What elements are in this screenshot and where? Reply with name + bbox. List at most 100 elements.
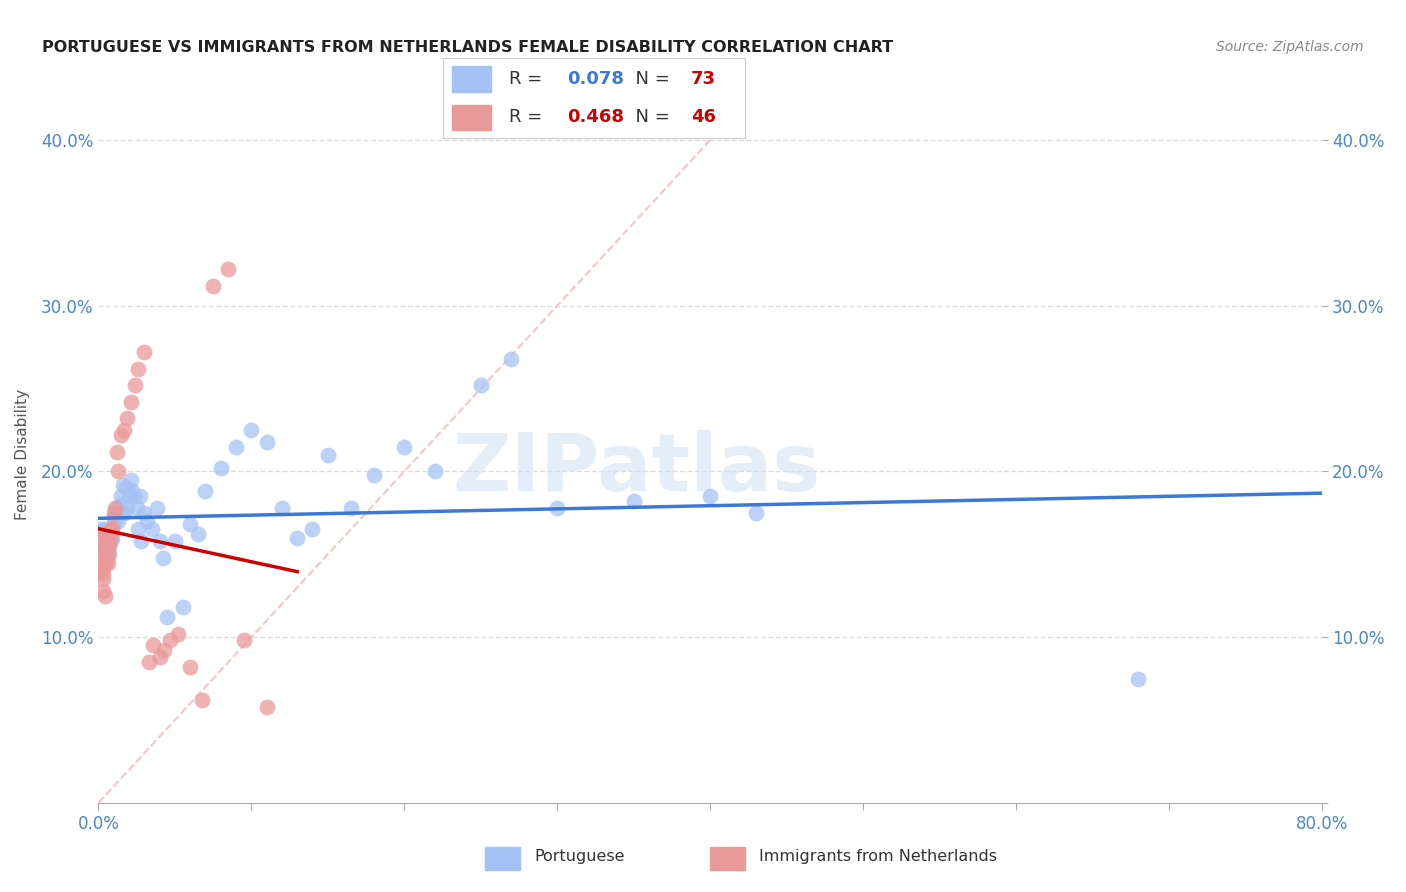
Point xyxy=(90,527,112,541)
Point xyxy=(90,556,112,570)
Point xyxy=(339,500,361,515)
Point xyxy=(91,534,114,549)
Point xyxy=(122,489,145,503)
Point xyxy=(97,527,120,541)
Point xyxy=(134,345,156,359)
Point xyxy=(105,444,128,458)
Point xyxy=(546,500,568,515)
Point xyxy=(93,527,115,541)
Text: N =: N = xyxy=(624,109,676,127)
Point xyxy=(179,660,201,674)
Point xyxy=(149,534,172,549)
Point xyxy=(115,481,138,495)
Point xyxy=(101,531,124,545)
Text: Immigrants from Netherlands: Immigrants from Netherlands xyxy=(759,849,997,863)
Text: Source: ZipAtlas.com: Source: ZipAtlas.com xyxy=(1216,40,1364,54)
Point xyxy=(316,448,339,462)
Point xyxy=(104,506,127,520)
Point xyxy=(117,411,139,425)
Point xyxy=(93,531,115,545)
Point xyxy=(225,440,247,454)
Point xyxy=(121,484,143,499)
Point xyxy=(128,489,150,503)
Point xyxy=(94,556,117,570)
Point xyxy=(156,610,179,624)
Point xyxy=(97,534,120,549)
Point xyxy=(108,498,131,512)
Text: 46: 46 xyxy=(690,109,716,127)
Point xyxy=(89,534,111,549)
Point xyxy=(91,560,114,574)
Point xyxy=(136,514,159,528)
Point xyxy=(107,514,129,528)
Point xyxy=(94,527,117,541)
Bar xyxy=(451,66,491,92)
Point xyxy=(89,531,111,545)
Point xyxy=(134,506,156,520)
Text: R =: R = xyxy=(509,70,548,87)
Point xyxy=(179,517,201,532)
Point xyxy=(142,639,165,653)
Point xyxy=(97,547,120,561)
Point xyxy=(363,467,385,482)
Point xyxy=(623,494,645,508)
Point xyxy=(100,527,122,541)
Point xyxy=(124,378,146,392)
Point xyxy=(153,643,176,657)
Point xyxy=(172,600,194,615)
Point xyxy=(145,500,167,515)
Point xyxy=(100,534,122,549)
Point xyxy=(256,699,278,714)
Point xyxy=(90,539,112,553)
Bar xyxy=(451,104,491,130)
Text: 0.078: 0.078 xyxy=(567,70,624,87)
Point xyxy=(91,583,114,598)
Point xyxy=(120,395,142,409)
Point xyxy=(93,523,115,537)
Point xyxy=(103,511,125,525)
Point xyxy=(256,434,278,449)
Point xyxy=(93,535,115,549)
Point xyxy=(98,531,121,545)
Text: ZIPatlas: ZIPatlas xyxy=(453,430,821,508)
Point xyxy=(98,534,121,549)
Point xyxy=(107,465,129,479)
Point xyxy=(111,477,134,491)
Text: R =: R = xyxy=(509,109,548,127)
Point xyxy=(232,633,254,648)
Point xyxy=(100,523,122,537)
Point xyxy=(501,351,523,366)
Point xyxy=(94,539,117,553)
Point xyxy=(138,655,160,669)
Point xyxy=(120,473,142,487)
Point xyxy=(187,527,209,541)
Point xyxy=(89,531,111,545)
Point xyxy=(103,506,125,520)
Point xyxy=(97,556,120,570)
Point xyxy=(90,564,112,578)
Point xyxy=(91,525,114,540)
Point xyxy=(104,500,127,515)
Point xyxy=(103,517,125,532)
Point xyxy=(209,461,232,475)
Point xyxy=(129,534,152,549)
Point xyxy=(117,500,139,515)
Point xyxy=(91,539,114,553)
Point xyxy=(159,633,181,648)
Y-axis label: Female Disability: Female Disability xyxy=(15,389,30,521)
Text: 0.468: 0.468 xyxy=(567,109,624,127)
Point xyxy=(98,547,121,561)
Text: 73: 73 xyxy=(690,70,716,87)
Point xyxy=(285,531,308,545)
Point xyxy=(101,523,124,537)
Point xyxy=(110,428,132,442)
Point xyxy=(141,523,163,537)
Point xyxy=(112,506,135,520)
Point xyxy=(90,523,112,537)
Point xyxy=(301,523,323,537)
Point xyxy=(94,534,117,549)
Point xyxy=(105,500,128,515)
Text: Portuguese: Portuguese xyxy=(534,849,624,863)
Point xyxy=(163,534,186,549)
Point xyxy=(149,650,172,665)
